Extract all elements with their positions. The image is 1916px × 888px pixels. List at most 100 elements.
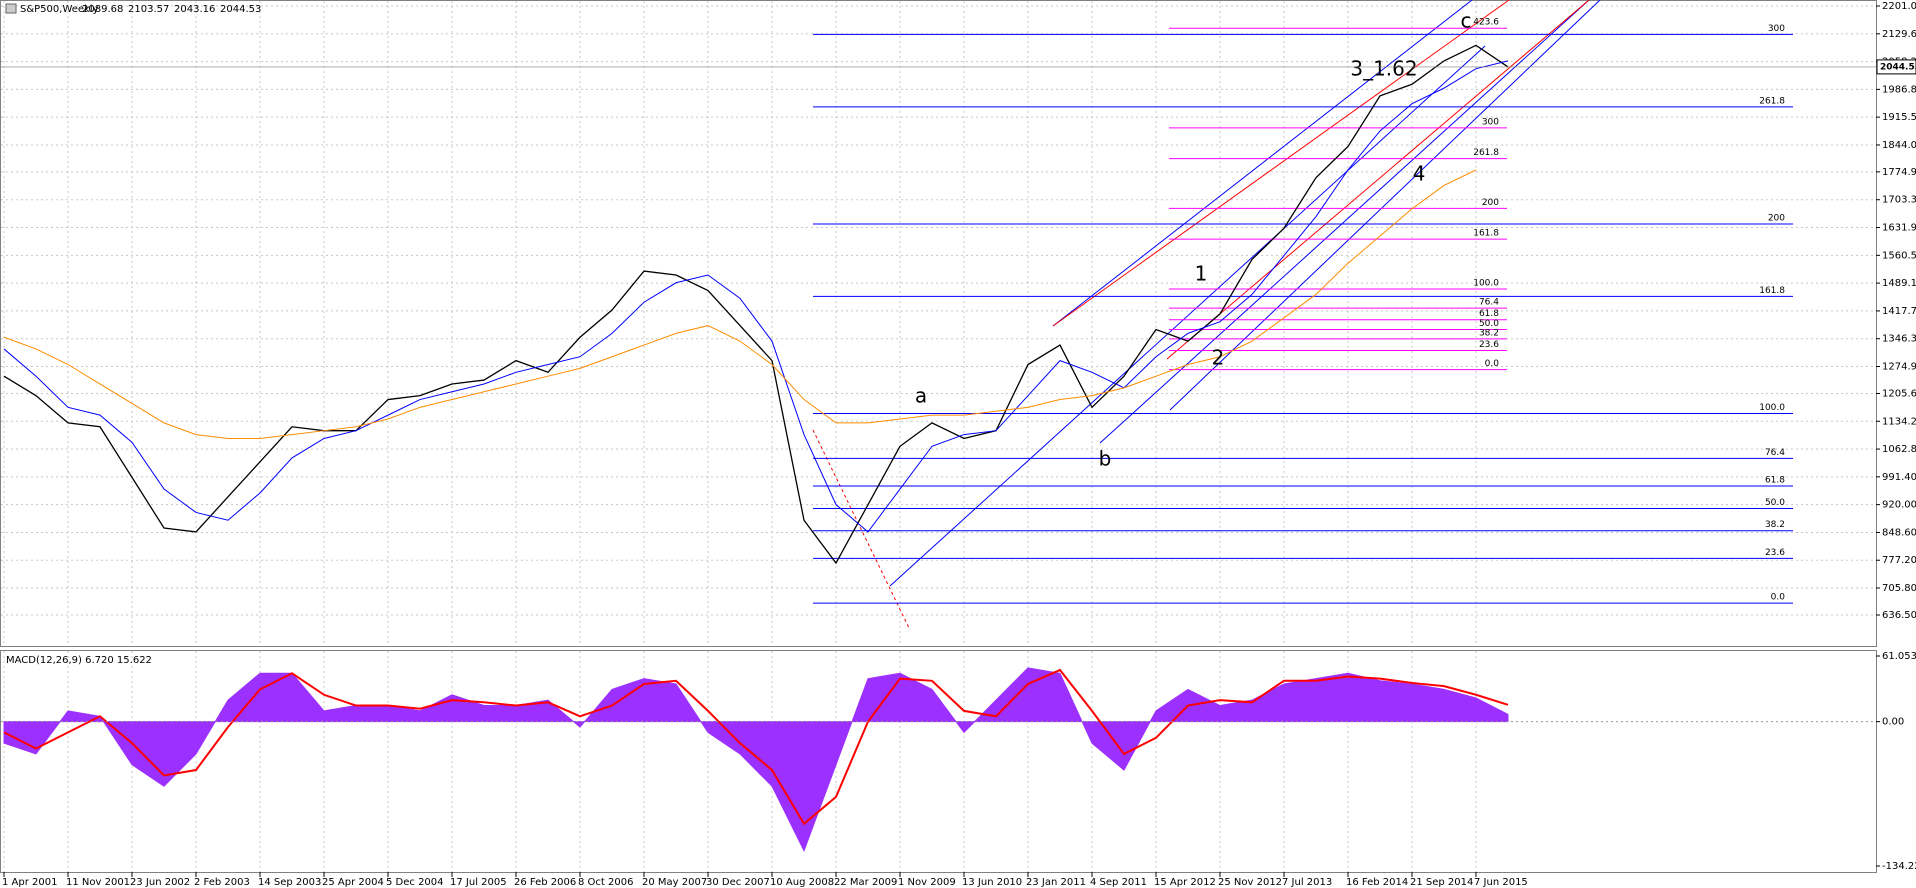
x-tick-label: 26 Feb 2006 xyxy=(514,877,576,888)
wave-label: a xyxy=(915,384,927,408)
y-tick-label: 705.80 xyxy=(1882,583,1916,594)
current-price: 2044.53 xyxy=(1880,62,1916,72)
price-panel xyxy=(0,0,1877,647)
price-line xyxy=(3,44,1509,565)
ohlc-low: 2043.16 xyxy=(174,4,215,15)
y-tick-label: 1134.20 xyxy=(1882,416,1916,427)
channel-line xyxy=(1166,0,1590,360)
fib-label: 0.0 xyxy=(1485,359,1500,369)
x-tick-label: 17 Jul 2005 xyxy=(450,877,507,888)
wave-label: 2 xyxy=(1212,346,1225,370)
y-tick-label: 0.00 xyxy=(1882,717,1904,728)
fib-label: 200 xyxy=(1482,198,1499,208)
fib-label: 261.8 xyxy=(1473,148,1499,158)
x-tick-label: 21 Sep 2014 xyxy=(1410,877,1473,888)
x-tick-label: 10 Aug 2008 xyxy=(770,877,834,888)
fib-label: 23.6 xyxy=(1479,340,1499,350)
x-tick-label: 7 Jun 2015 xyxy=(1474,877,1528,888)
y-tick-label: 1489.10 xyxy=(1882,278,1916,289)
macd-panel xyxy=(0,650,1877,873)
y-tick-label: 1844.00 xyxy=(1882,140,1916,151)
x-tick-label: 20 May 2007 xyxy=(642,877,707,888)
x-tick-label: 1 Apr 2001 xyxy=(2,877,57,888)
y-tick-label: 61.053 xyxy=(1882,651,1916,662)
y-tick-label: 1205.60 xyxy=(1882,388,1916,399)
fib-label: 300 xyxy=(1482,117,1499,127)
y-tick-label: -134.226 xyxy=(1882,861,1916,872)
x-tick-label: 22 Mar 2009 xyxy=(834,877,897,888)
wave-label: b xyxy=(1099,447,1112,471)
y-tick-label: 1915.50 xyxy=(1882,112,1916,123)
y-tick-label: 1703.30 xyxy=(1882,195,1916,206)
macd-title: MACD(12,26,9) 6.720 15.622 xyxy=(6,655,152,666)
price-box xyxy=(1876,59,1916,75)
y-tick-label: 1986.80 xyxy=(1882,84,1916,95)
y-tick-label: 2201.00 xyxy=(1882,1,1916,12)
y-tick-label: 1274.90 xyxy=(1882,361,1916,372)
x-tick-label: 13 Jun 2010 xyxy=(962,877,1022,888)
fib-label: 200 xyxy=(1768,213,1785,223)
fib-label: 161.8 xyxy=(1759,286,1785,296)
y-tick-label: 2129.60 xyxy=(1882,29,1916,40)
x-tick-label: 23 Jun 2002 xyxy=(130,877,190,888)
moving-average xyxy=(3,169,1477,439)
y-tick-label: 1417.70 xyxy=(1882,306,1916,317)
moving-average xyxy=(3,60,1509,533)
channel-line xyxy=(889,45,1486,587)
y-tick-label: 636.50 xyxy=(1882,610,1916,621)
fib-label: 76.4 xyxy=(1479,298,1499,308)
x-tick-label: 4 Sep 2011 xyxy=(1090,877,1147,888)
y-tick-label: 1774.90 xyxy=(1882,167,1916,178)
fib-label: 100.0 xyxy=(1759,403,1785,413)
chart-icon xyxy=(5,3,17,14)
x-tick-label: 14 Sep 2003 xyxy=(258,877,321,888)
y-tick-label: 848.60 xyxy=(1882,527,1916,538)
x-tick-label: 11 Nov 2001 xyxy=(66,877,130,888)
y-tick-label: 1631.90 xyxy=(1882,223,1916,234)
fib-label: 23.6 xyxy=(1765,548,1785,558)
fib-label: 0.0 xyxy=(1771,593,1786,603)
fib-label: 300 xyxy=(1768,24,1785,34)
y-tick-label: 1062.80 xyxy=(1882,444,1916,455)
ohlc-high: 2103.57 xyxy=(128,4,169,15)
fib-label: 161.8 xyxy=(1473,229,1499,239)
x-tick-label: 2 Feb 2003 xyxy=(194,877,250,888)
channel-line xyxy=(1052,0,1473,327)
signal-line xyxy=(3,668,1509,826)
y-tick-label: 1346.30 xyxy=(1882,334,1916,345)
dotted-line xyxy=(812,429,911,631)
ohlc-open: 2089.68 xyxy=(82,4,123,15)
fib-label: 261.8 xyxy=(1759,96,1785,106)
x-tick-label: 15 Apr 2012 xyxy=(1154,877,1216,888)
channels xyxy=(812,0,1601,631)
channel-line xyxy=(1169,0,1601,411)
x-tick-label: 30 Dec 2007 xyxy=(706,877,770,888)
fib-label: 423.6 xyxy=(1473,18,1499,28)
fib-label: 61.8 xyxy=(1765,475,1785,485)
fib-label: 76.4 xyxy=(1765,448,1785,458)
x-tick-label: 7 Jul 2013 xyxy=(1282,877,1332,888)
x-tick-label: 16 Feb 2014 xyxy=(1346,877,1408,888)
y-tick-label: 920.00 xyxy=(1882,500,1916,511)
fib-label: 38.2 xyxy=(1479,328,1499,338)
channel-line xyxy=(1052,0,1510,327)
y-tick-label: 1560.50 xyxy=(1882,250,1916,261)
fib-label: 50.0 xyxy=(1479,319,1499,329)
chart-title: S&P500,Weekly xyxy=(20,4,99,15)
y-tick-label: 777.20 xyxy=(1882,555,1916,566)
fib-label: 100.0 xyxy=(1473,278,1499,288)
x-tick-label: 23 Jan 2011 xyxy=(1026,877,1086,888)
fib-label: 38.2 xyxy=(1765,520,1785,530)
wave-label: 1 xyxy=(1195,262,1208,286)
wave-label: 3_1.62 xyxy=(1350,57,1417,81)
x-tick-label: 8 Oct 2006 xyxy=(578,877,633,888)
ohlc-close: 2044.53 xyxy=(220,4,261,15)
y-tick-label: 991.40 xyxy=(1882,472,1916,483)
wave-label: 4 xyxy=(1413,162,1426,186)
fib-label: 61.8 xyxy=(1479,309,1499,319)
wave-label: c xyxy=(1461,9,1472,33)
x-tick-label: 5 Dec 2004 xyxy=(386,877,444,888)
x-tick-label: 1 Nov 2009 xyxy=(898,877,956,888)
